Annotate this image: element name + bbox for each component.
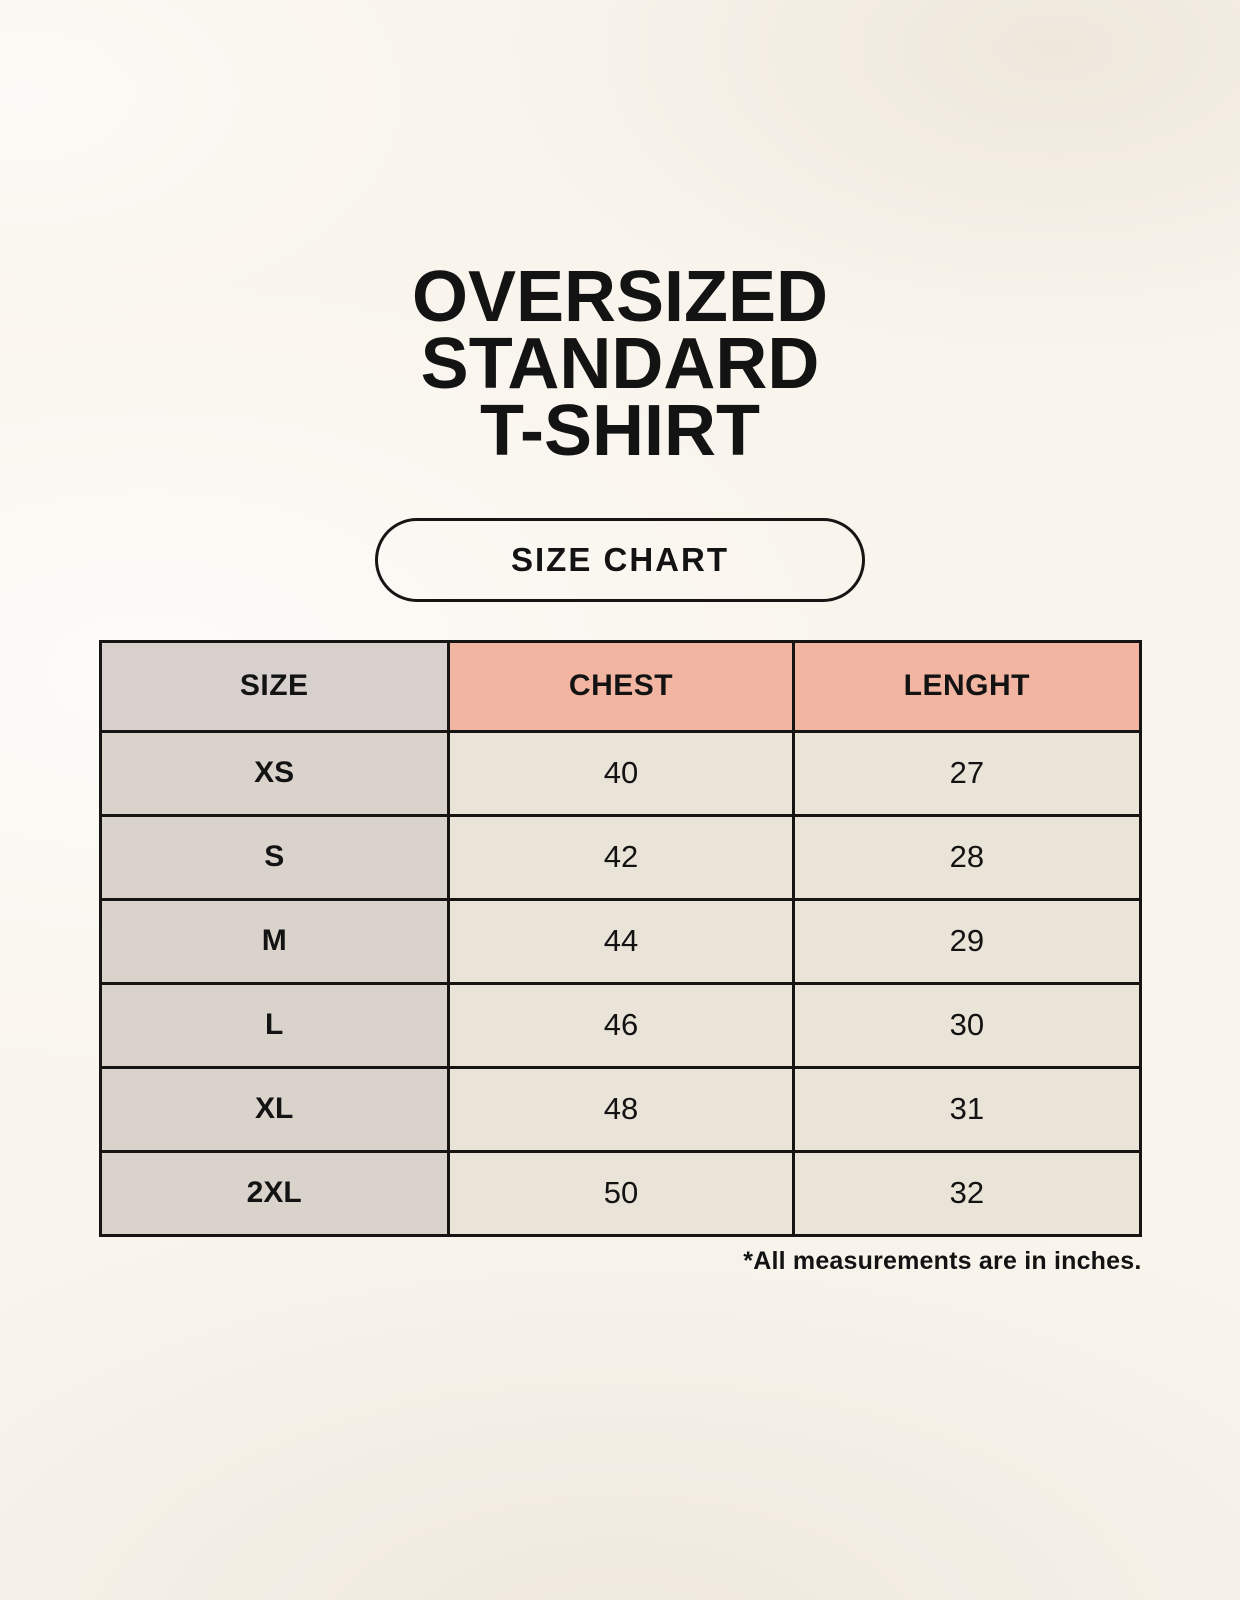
- table-row: XS 40 27: [98, 729, 1142, 817]
- chest-value-s: 42: [446, 813, 796, 901]
- length-value-l: 30: [792, 981, 1142, 1069]
- size-label-2xl: 2XL: [98, 1149, 450, 1237]
- chest-value-l: 46: [446, 981, 796, 1069]
- measurements-footnote: *All measurements are in inches.: [743, 1246, 1142, 1275]
- length-value-m: 29: [792, 897, 1142, 985]
- size-label-xs: XS: [98, 729, 450, 817]
- size-chart-button[interactable]: SIZE CHART: [375, 517, 865, 602]
- table-row: M 44 29: [98, 897, 1142, 985]
- table-header-row: SIZE CHEST LENGHT: [98, 639, 1142, 733]
- size-label-m: M: [98, 897, 450, 985]
- table-row: 2XL 50 32: [98, 1149, 1142, 1237]
- page-title-line-2: STANDARD: [420, 323, 820, 404]
- length-value-2xl: 32: [792, 1149, 1142, 1237]
- chest-value-m: 44: [446, 897, 796, 985]
- size-chart-table: SIZE CHEST LENGHT XS 40 27 S 42 28 M 44 …: [98, 639, 1142, 1237]
- chest-value-xl: 48: [446, 1065, 796, 1153]
- size-label-l: L: [98, 981, 450, 1069]
- page-title: OVERSIZED STANDARD T-SHIRT: [0, 257, 1240, 471]
- size-label-xl: XL: [98, 1065, 450, 1153]
- table-row: XL 48 31: [98, 1065, 1142, 1153]
- size-chart-button-label: SIZE CHART: [511, 540, 729, 578]
- chest-value-xs: 40: [446, 729, 796, 817]
- size-label-s: S: [98, 813, 450, 901]
- length-value-s: 28: [792, 813, 1142, 901]
- length-value-xs: 27: [792, 729, 1142, 817]
- column-header-size: SIZE: [98, 639, 450, 733]
- column-header-chest: CHEST: [446, 639, 796, 733]
- page-title-line-3: T-SHIRT: [480, 390, 760, 471]
- length-value-xl: 31: [792, 1065, 1142, 1153]
- chest-value-2xl: 50: [446, 1149, 796, 1237]
- table-row: S 42 28: [98, 813, 1142, 901]
- column-header-length: LENGHT: [792, 639, 1142, 733]
- page-title-line-1: OVERSIZED: [411, 257, 829, 337]
- table-row: L 46 30: [98, 981, 1142, 1069]
